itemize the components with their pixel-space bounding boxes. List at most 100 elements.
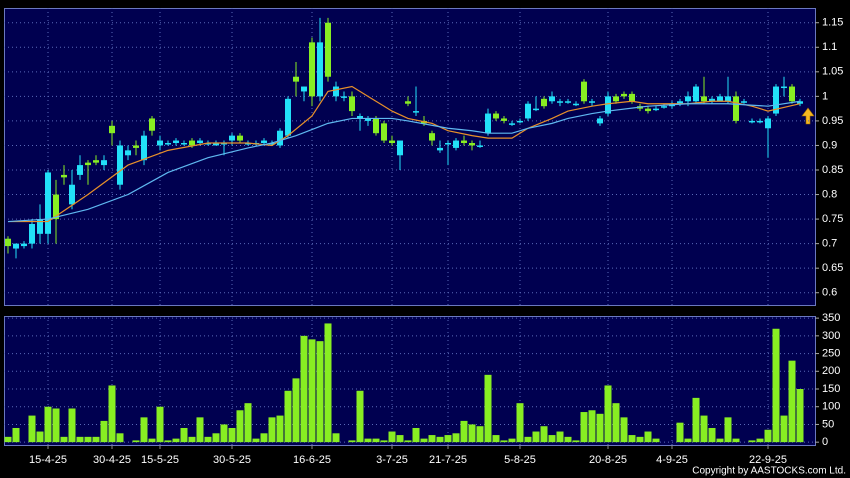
volume-bar xyxy=(268,417,276,443)
volume-bar xyxy=(652,438,660,443)
candle-body xyxy=(37,219,43,234)
candle-body xyxy=(797,101,803,104)
volume-bar xyxy=(788,360,796,443)
volume-bar xyxy=(532,431,540,443)
candle-body xyxy=(69,184,75,205)
candle-body xyxy=(685,96,691,102)
candle-body xyxy=(117,145,123,185)
volume-bar xyxy=(644,431,652,443)
candle-body xyxy=(573,103,579,106)
candle-body xyxy=(469,143,475,146)
volume-bar xyxy=(220,424,228,443)
volume-bar xyxy=(92,436,100,443)
candle-body xyxy=(141,135,147,161)
candle-body xyxy=(5,238,11,247)
volume-bar xyxy=(244,403,252,443)
volume-bar xyxy=(612,403,620,443)
candle-body xyxy=(317,42,323,97)
x-tick-label: 4-9-25 xyxy=(656,454,688,466)
volume-bar xyxy=(116,433,124,443)
volume-bar xyxy=(380,440,388,443)
volume-bar xyxy=(276,415,284,443)
candle-body xyxy=(645,108,651,112)
candle-body xyxy=(757,120,763,123)
volume-bar xyxy=(604,385,612,443)
y-tick-label: 1.15 xyxy=(822,17,843,29)
volume-bar xyxy=(460,420,468,443)
volume-bar xyxy=(188,436,196,443)
candle-body xyxy=(101,160,107,166)
volume-bar xyxy=(348,440,356,443)
candle-body xyxy=(213,143,219,146)
volume-bar xyxy=(452,433,460,443)
candle-body xyxy=(437,147,443,151)
candle-body xyxy=(61,174,67,178)
x-tick-label: 30-4-25 xyxy=(93,454,131,466)
candle-body xyxy=(693,86,699,102)
volume-bar xyxy=(324,323,332,443)
volume-bar xyxy=(148,438,156,443)
volume-bar xyxy=(572,440,580,443)
candle-body xyxy=(77,165,83,175)
volume-bar xyxy=(516,403,524,443)
candle-body xyxy=(125,150,131,156)
volume-bar xyxy=(500,440,508,443)
volume-bar xyxy=(68,408,76,443)
volume-bar xyxy=(780,415,788,443)
candle-body xyxy=(629,93,635,102)
y-tick-label: 250 xyxy=(822,347,840,359)
y-tick-label: 1.05 xyxy=(822,66,843,78)
volume-bar xyxy=(796,389,804,443)
candle-body xyxy=(493,113,499,119)
candle-body xyxy=(485,113,491,134)
volume-bar xyxy=(556,431,564,443)
volume-bar xyxy=(428,435,436,443)
candle-body xyxy=(205,143,211,145)
volume-bar xyxy=(100,420,108,443)
volume-bar xyxy=(492,435,500,443)
candle-body xyxy=(309,42,315,97)
candle-body xyxy=(589,101,595,103)
candle-body xyxy=(45,172,51,234)
candle-body xyxy=(109,125,115,134)
candle-body xyxy=(701,96,707,102)
volume-bar xyxy=(12,427,20,443)
x-tick-label: 16-6-25 xyxy=(293,454,331,466)
volume-bar xyxy=(540,426,548,443)
y-tick-label: 0.6 xyxy=(822,287,837,299)
candle-body xyxy=(157,140,163,146)
candle-body xyxy=(661,106,667,108)
volume-bar xyxy=(548,435,556,443)
y-tick-label: 100 xyxy=(822,401,840,413)
volume-bar xyxy=(404,440,412,443)
volume-bar xyxy=(228,427,236,443)
volume-bar xyxy=(396,435,404,443)
candle-body xyxy=(237,135,243,141)
volume-bar xyxy=(412,427,420,443)
volume-bar xyxy=(204,436,212,443)
candle-body xyxy=(677,101,683,104)
candle-body xyxy=(293,76,299,82)
volume-bar xyxy=(476,426,484,443)
volume-bar xyxy=(236,410,244,443)
x-tick-label: 21-7-25 xyxy=(429,454,467,466)
candle-body xyxy=(53,194,59,220)
marker-arrow xyxy=(801,107,815,125)
volume-bar xyxy=(636,436,644,443)
volume-bar xyxy=(564,436,572,443)
volume-bar xyxy=(180,427,188,443)
volume-bar xyxy=(628,435,636,443)
volume-bar xyxy=(212,433,220,443)
y-tick-label: 0.9 xyxy=(822,139,837,151)
candle-body xyxy=(725,96,731,102)
candle-body xyxy=(197,140,203,143)
candle-body xyxy=(749,120,755,123)
x-tick-label: 15-4-25 xyxy=(29,454,67,466)
y-tick-label: 150 xyxy=(822,383,840,395)
volume-bar xyxy=(468,424,476,443)
candle-body xyxy=(597,118,603,124)
volume-bar xyxy=(284,390,292,443)
volume-bar xyxy=(372,438,380,443)
volume-bar xyxy=(620,417,628,443)
volume-bar xyxy=(44,406,52,443)
